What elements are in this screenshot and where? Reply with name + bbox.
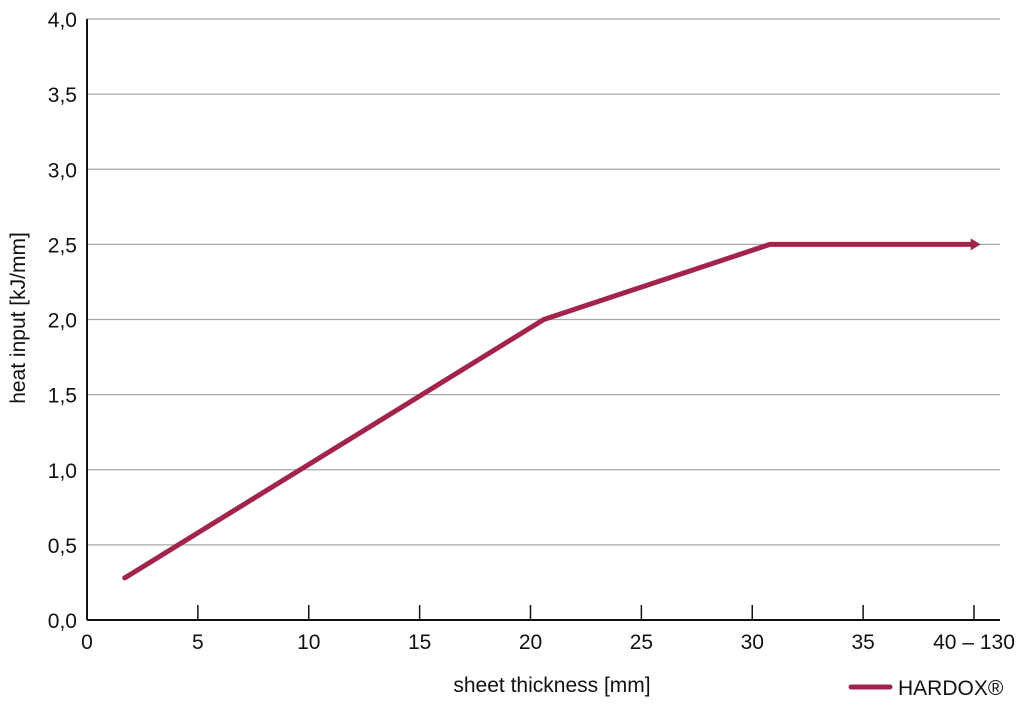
x-tick-label: 0 <box>81 631 93 654</box>
y-tick-label: 1,0 <box>48 460 77 483</box>
grid-layer <box>87 19 1000 545</box>
x-tick-label: 35 <box>851 631 874 654</box>
x-tick-label: 5 <box>192 631 204 654</box>
y-tick-label: 0,5 <box>48 535 77 558</box>
legend: HARDOX® <box>851 677 1004 700</box>
series-line <box>125 244 972 578</box>
series-arrowhead <box>971 238 981 250</box>
label-layer: 0,0 0,5 1,0 1,5 2,0 2,5 3,0 3,5 4,0 0 5 10 15 20 25 30 3… <box>48 9 1015 654</box>
x-tick-label: 30 <box>741 631 764 654</box>
legend-label: HARDOX® <box>898 677 1004 700</box>
y-tick-label: 3,0 <box>48 159 77 182</box>
x-axis-title: sheet thickness [mm] <box>453 674 650 697</box>
y-tick-label: 4,0 <box>48 9 77 32</box>
x-tick-label: 15 <box>408 631 431 654</box>
y-tick-label: 0,0 <box>48 610 77 633</box>
x-tick-label: 10 <box>297 631 320 654</box>
series-layer <box>125 238 981 578</box>
y-tick-label: 3,5 <box>48 84 77 107</box>
x-tick-label: 20 <box>519 631 542 654</box>
x-tick-label: 25 <box>630 631 653 654</box>
y-tick-label: 1,5 <box>48 385 77 408</box>
y-axis-title: heat input [kJ/mm] <box>7 232 30 404</box>
y-tick-label: 2,5 <box>48 234 77 257</box>
y-tick-label: 2,0 <box>48 310 77 333</box>
x-tick-label: 40 – 130 <box>933 631 1015 654</box>
